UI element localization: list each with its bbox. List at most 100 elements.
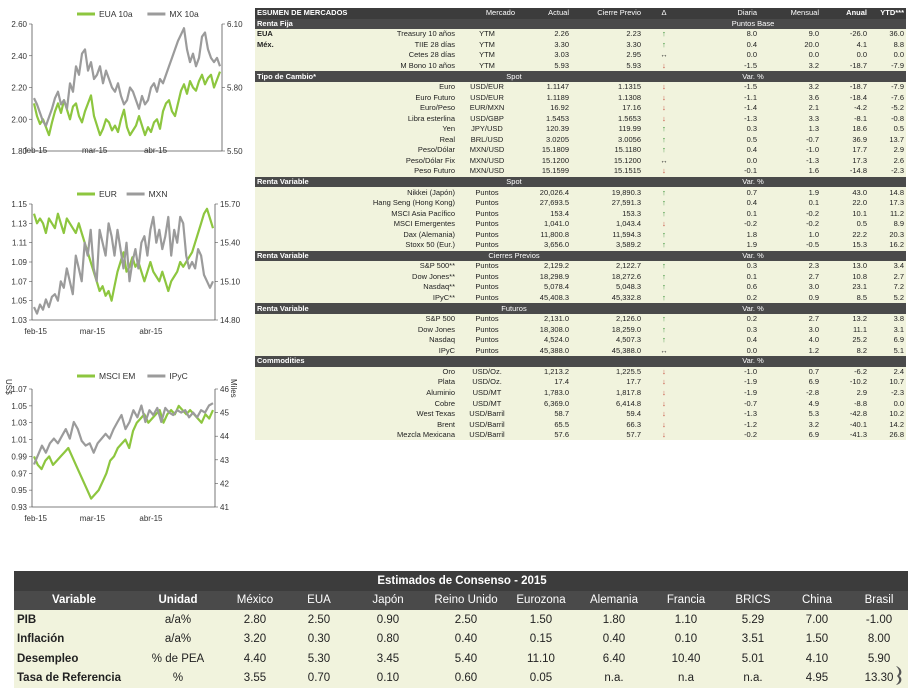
section-spacer (643, 176, 685, 188)
market-row: Nasdaq Puntos 4,524.0 4,507.3 ↑ 0.4 4.0 25.2 6.9 (255, 334, 906, 346)
row-daily: 0.1 (685, 208, 759, 219)
row-annual: 36.9 (821, 134, 869, 146)
row-ytd: -2.3 (869, 166, 906, 177)
row-ytd: 14.8 (869, 187, 906, 198)
section-spacer (869, 176, 906, 188)
direction-arrow-icon: ↑ (643, 39, 685, 51)
legend-label: MX 10a (169, 9, 199, 19)
row-unit: Puntos (457, 313, 517, 325)
consensus-value: n.a. (720, 668, 786, 688)
consensus-value: 5.29 (720, 610, 786, 630)
direction-arrow-icon: ↔ (643, 50, 685, 61)
consensus-value: 0.70 (288, 668, 350, 688)
section-spacer (571, 356, 643, 367)
direction-arrow-icon: ↑ (643, 313, 685, 325)
row-previous-close: 15.1200 (571, 155, 643, 167)
consensus-variable: Desempleo (14, 649, 134, 669)
row-actual: 5,078.4 (517, 282, 571, 293)
row-instrument: Nikkei (Japón) (295, 187, 457, 198)
section-spacer (821, 18, 869, 30)
row-previous-close: 3.30 (571, 39, 643, 51)
row-monthly: 3.2 (759, 60, 821, 72)
legend-label: MSCI EM (99, 371, 135, 381)
row-monthly: 3.6 (759, 92, 821, 103)
row-instrument: Aluminio (295, 387, 457, 399)
consensus-col-header: México (222, 590, 288, 610)
market-row: Euro USD/EUR 1.1147 1.1315 ↓ -1.5 3.2 -18.7 -7.9 (255, 81, 906, 93)
market-summary-table: ESUMEN DE MERCADOS Mercado Actual Cierre… (255, 8, 906, 441)
row-annual: 10.8 (821, 271, 869, 283)
consensus-value: a/a% (134, 629, 222, 649)
direction-arrow-icon: ↓ (643, 419, 685, 430)
row-daily: 1.9 (685, 240, 759, 251)
section-spacer (821, 303, 869, 314)
row-unit: Puntos (457, 292, 517, 304)
row-daily: 8.0 (685, 29, 759, 40)
row-daily: 0.4 (685, 39, 759, 51)
row-daily: -1.2 (685, 419, 759, 430)
row-ytd: -7.9 (869, 60, 906, 72)
row-region (255, 366, 295, 378)
chart-equities-svg: 1.07 1.05 1.03 1.01 0.99 0.97 0.95 0.93 46 45 44 43… (4, 371, 238, 523)
consensus-value: 3.55 (222, 668, 288, 688)
section-header-row: Commodities Var. % (255, 356, 906, 367)
row-annual: 43.0 (821, 187, 869, 198)
consensus-col-header: Brasil (848, 590, 908, 610)
section-name: Renta Fija (255, 18, 457, 30)
y-left-tick-label: 0.97 (11, 469, 27, 478)
direction-arrow-icon: ↓ (643, 81, 685, 93)
direction-arrow-icon: ↔ (643, 155, 685, 167)
row-actual: 15.1809 (517, 145, 571, 156)
row-region (255, 345, 295, 357)
row-unit: USD/Barril (457, 419, 517, 430)
row-actual: 1.1189 (517, 92, 571, 103)
consensus-value: 1.10 (652, 610, 720, 630)
market-row: Yen JPY/USD 120.39 119.99 ↑ 0.3 1.3 18.6 0.5 (255, 124, 906, 135)
section-subtitle: Spot (457, 176, 571, 188)
row-daily: -1.9 (685, 377, 759, 388)
row-actual: 27,693.5 (517, 197, 571, 209)
row-instrument: Plata (295, 377, 457, 388)
direction-arrow-icon: ↑ (643, 271, 685, 283)
row-ytd: 0.0 (869, 398, 906, 409)
row-previous-close: 5.93 (571, 60, 643, 72)
section-spacer (643, 356, 685, 367)
row-instrument: Treasury 10 años (295, 29, 457, 40)
row-instrument: Real (295, 134, 457, 146)
row-previous-close: 1.1315 (571, 81, 643, 93)
row-actual: 1,041.0 (517, 218, 571, 230)
y-right-tick-label: 5.80 (227, 84, 243, 93)
consensus-value: 5.30 (288, 649, 350, 669)
row-previous-close: 1,043.4 (571, 218, 643, 230)
consensus-value: 0.40 (426, 629, 506, 649)
row-ytd: 16.2 (869, 240, 906, 251)
direction-arrow-icon: ↑ (643, 134, 685, 146)
consensus-col-header: China (786, 590, 848, 610)
consensus-value: % (134, 668, 222, 688)
direction-arrow-icon: ↓ (643, 366, 685, 378)
row-annual: 8.2 (821, 345, 869, 357)
chart-bond-yields: 2.60 2.40 2.20 2.00 1.80 6.10 5.80 5.50 feb-15 ma… (0, 6, 254, 166)
direction-arrow-icon: ↓ (643, 398, 685, 409)
section-name: Renta Variable (255, 303, 457, 314)
row-instrument: Mezcla Mexicana (295, 429, 457, 441)
row-monthly: 3.2 (759, 81, 821, 93)
row-previous-close: 3,589.2 (571, 240, 643, 251)
row-unit: Puntos (457, 334, 517, 346)
section-header-row: Renta Variable Spot Var. % (255, 176, 906, 188)
row-actual: 65.5 (517, 419, 571, 430)
row-ytd: 26.8 (869, 429, 906, 441)
row-region (255, 81, 295, 93)
row-actual: 17.4 (517, 377, 571, 388)
consensus-value: 10.40 (652, 649, 720, 669)
row-previous-close: 17.7 (571, 377, 643, 388)
row-daily: 0.3 (685, 261, 759, 272)
row-unit: USD/Barril (457, 408, 517, 420)
row-instrument: Euro/Peso (295, 102, 457, 114)
row-daily: -1.5 (685, 60, 759, 72)
series-line (33, 27, 222, 127)
row-daily: 0.5 (685, 134, 759, 146)
consensus-value: 2.50 (426, 610, 506, 630)
y-right-tick-label: 44 (220, 432, 229, 441)
row-instrument: Brent (295, 419, 457, 430)
